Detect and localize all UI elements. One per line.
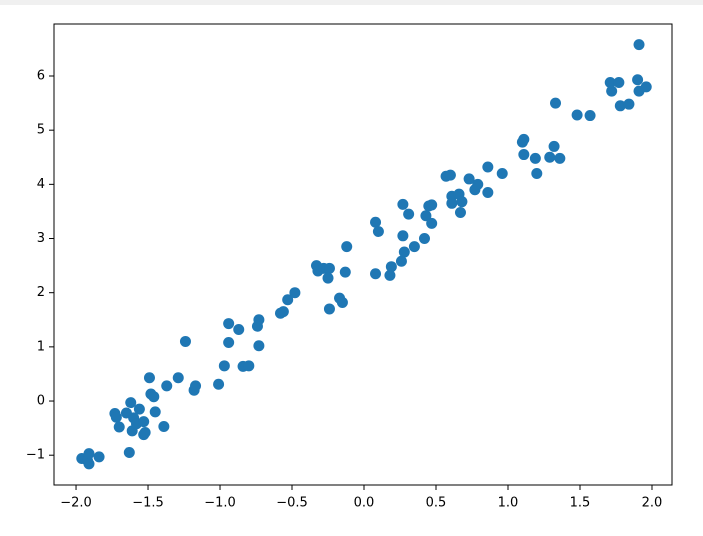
point — [384, 269, 396, 281]
plot-frame — [53, 23, 673, 486]
point — [289, 287, 301, 299]
point — [446, 197, 458, 209]
point — [179, 335, 191, 347]
point — [550, 97, 562, 109]
point — [213, 378, 225, 390]
y-tick-label: 3 — [37, 231, 45, 246]
point — [420, 210, 432, 222]
point — [482, 186, 494, 198]
point — [125, 397, 137, 409]
point — [385, 261, 397, 273]
point — [113, 421, 125, 433]
point — [529, 152, 541, 164]
y-tick-label: 4 — [37, 177, 45, 192]
point — [403, 208, 415, 220]
point — [223, 318, 235, 330]
point — [632, 74, 644, 86]
point — [554, 152, 566, 164]
point — [482, 161, 494, 173]
point — [190, 380, 202, 392]
point — [158, 420, 170, 432]
point — [172, 372, 184, 384]
point — [253, 340, 265, 352]
point — [123, 446, 135, 458]
y-tick-label: 1 — [37, 339, 45, 354]
point — [93, 451, 105, 463]
point — [233, 324, 245, 336]
point — [149, 406, 161, 418]
point — [138, 416, 150, 428]
point — [395, 255, 407, 267]
point — [640, 81, 652, 93]
point — [397, 230, 409, 242]
point — [110, 411, 122, 423]
point — [223, 337, 235, 349]
point — [143, 372, 155, 384]
point — [548, 140, 560, 152]
x-tick-label: 1.5 — [570, 496, 591, 511]
point — [253, 314, 265, 326]
point — [444, 169, 456, 181]
point — [339, 266, 351, 278]
point — [322, 272, 334, 284]
point — [397, 198, 409, 210]
point — [83, 448, 95, 460]
point — [398, 246, 410, 258]
y-tick-label: −1 — [26, 448, 45, 463]
point — [370, 216, 382, 228]
point — [341, 241, 353, 253]
point — [518, 133, 530, 145]
x-tick-label: −2.0 — [60, 496, 92, 511]
point — [426, 199, 438, 211]
point — [323, 262, 335, 274]
point — [139, 426, 151, 438]
point — [372, 225, 384, 237]
point — [463, 173, 475, 185]
point — [604, 77, 616, 89]
point — [133, 403, 145, 415]
x-tick-label: 1.0 — [498, 496, 519, 511]
point — [454, 207, 466, 219]
point — [243, 360, 255, 372]
point — [472, 178, 484, 190]
y-tick-label: 0 — [37, 394, 45, 409]
top-bar — [0, 0, 703, 5]
x-tick-label: −1.5 — [132, 496, 164, 511]
point — [370, 268, 382, 280]
point — [218, 360, 230, 372]
point — [282, 294, 294, 306]
point — [544, 151, 556, 163]
point — [571, 109, 583, 121]
point — [614, 100, 626, 112]
y-tick-label: 2 — [37, 285, 45, 300]
x-tick-label: 0.0 — [354, 496, 375, 511]
point — [161, 380, 173, 392]
point — [426, 217, 438, 229]
y-tick-label: 5 — [37, 123, 45, 138]
point — [531, 168, 543, 180]
point — [408, 241, 420, 253]
point — [323, 303, 335, 315]
x-tick-label: −1.0 — [204, 496, 236, 511]
point — [606, 85, 618, 97]
point — [584, 110, 596, 122]
point — [277, 306, 289, 318]
x-tick-label: 2.0 — [642, 496, 663, 511]
point — [518, 149, 530, 161]
point — [633, 39, 645, 51]
x-tick-label: 0.5 — [426, 496, 447, 511]
point — [496, 168, 508, 180]
y-tick-label: 6 — [37, 69, 45, 84]
point — [83, 458, 95, 470]
point — [336, 296, 348, 308]
point — [418, 233, 430, 245]
x-tick-label: −0.5 — [276, 496, 308, 511]
point — [456, 196, 468, 208]
point — [623, 98, 635, 110]
point — [613, 77, 625, 89]
point — [148, 391, 160, 403]
